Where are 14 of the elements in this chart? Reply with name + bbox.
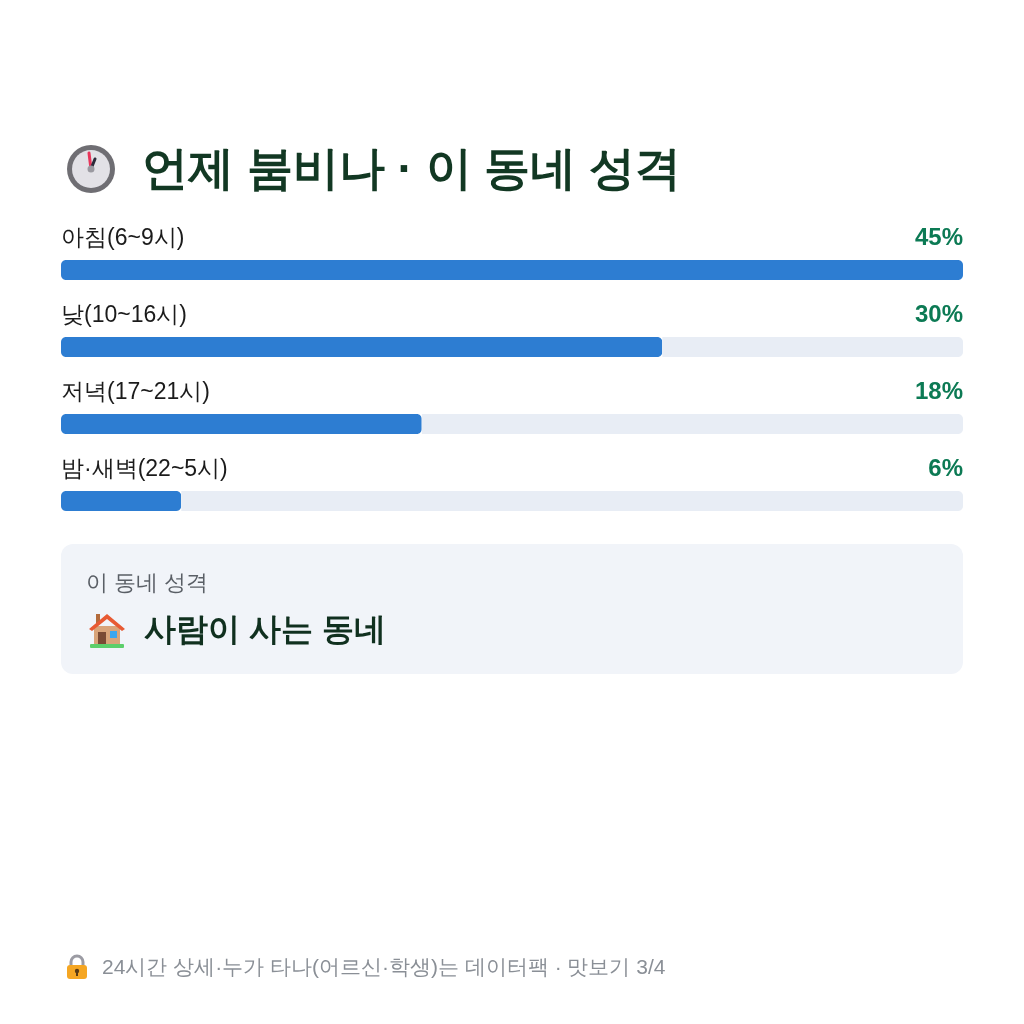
data-label: 18% [914,377,963,404]
y-tick-label: 저녁(17~21시) [61,378,210,404]
bar [61,260,963,280]
y-tick-label: 밤·새벽(22~5시) [61,455,228,481]
text: 이 동네 성격 [86,569,209,597]
data-label: 6% [928,454,963,481]
bar [61,491,182,511]
text: 사람이 사는 동네 [144,610,386,649]
text: 24시간 상세·누가 타나(어르신·학생)는 데이터팩 · 맛보기 3/4 [102,954,666,980]
y-tick-label: 아침(6~9시) [61,224,185,250]
y-tick-label: 낮(10~16시) [61,301,187,327]
chart-title: 언제 붐비나 · 이 동네 성격 [142,141,682,196]
data-label: 30% [914,300,963,327]
data-label: 45% [914,223,963,250]
